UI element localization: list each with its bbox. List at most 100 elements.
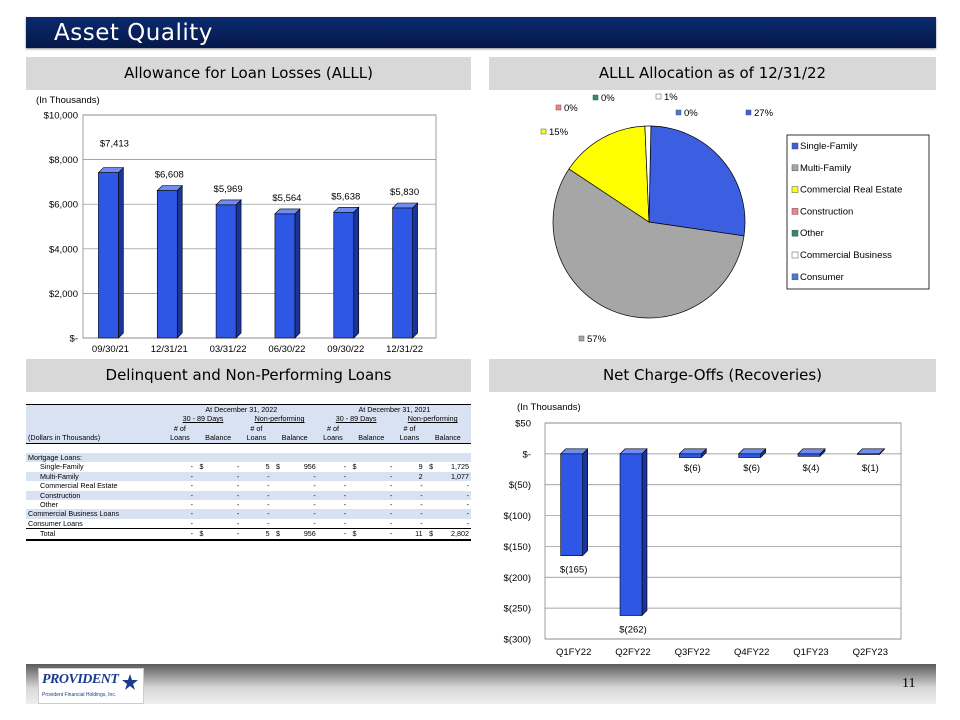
pie-slice [648, 125, 746, 237]
table-cell: - [343, 500, 347, 510]
bar-front [797, 453, 821, 457]
slice-label: 0% [601, 93, 615, 104]
legend-entry: Commercial Business [800, 250, 892, 261]
col-header [195, 423, 242, 434]
row-label: Commercial Real Estate [40, 481, 118, 491]
table-cell [425, 500, 438, 509]
blank-cell [424, 453, 438, 463]
units-note: (In Thousands) [517, 402, 581, 413]
slice-label: 15% [549, 127, 569, 138]
pie-slice [644, 125, 652, 223]
y-tick-label: $(50) [509, 480, 531, 491]
y-tick-label: $50 [515, 419, 531, 430]
x-tick-label: Q1FY22 [556, 647, 591, 658]
data-label: $5,969 [214, 184, 243, 195]
col-header: Loans [394, 433, 425, 444]
page-number: 11 [902, 676, 916, 691]
table-cell: - [236, 518, 240, 528]
table-cell: - [267, 500, 270, 510]
sub-header: 30 - 89 Days [317, 414, 395, 424]
table-cell: - [394, 490, 425, 501]
table-cell: - [207, 471, 242, 482]
table-cell: - [466, 481, 469, 491]
blank-cell [361, 443, 394, 453]
blank-cell [26, 423, 165, 434]
blank-cell [241, 453, 272, 463]
data-label: $5,638 [331, 191, 360, 202]
table-cell: - [284, 471, 318, 482]
blank-cell [394, 443, 424, 453]
table-cell: 2 [394, 471, 425, 482]
table-cell: - [236, 481, 240, 491]
y-tick-label: $- [70, 334, 78, 345]
label-key [675, 109, 682, 116]
table-cell [195, 519, 208, 529]
table-cell: - [360, 509, 395, 519]
blank-cell [26, 443, 165, 453]
legend-entry: Multi-Family [800, 163, 851, 174]
table-cell: 9 [418, 462, 423, 472]
table-cell: - [317, 490, 349, 501]
slice-label: 0% [564, 103, 578, 114]
row-label: Construction [26, 490, 165, 501]
table-cell: - [466, 518, 469, 528]
bar-top [619, 448, 648, 455]
row-label: Commercial Business Loans [26, 509, 165, 519]
slice-label: 0% [684, 108, 698, 119]
y-tick-label: $4,000 [49, 244, 78, 255]
table-col-top-row: # of # of # of # of [26, 423, 471, 434]
table-cell: - [389, 518, 393, 528]
bar-top [559, 448, 589, 455]
table-cell [272, 519, 285, 529]
bar-front [679, 453, 702, 458]
col-header [348, 423, 395, 434]
bar-side [118, 166, 124, 339]
table-cell: - [207, 509, 242, 519]
table-cell [195, 509, 208, 519]
bar-front [156, 190, 178, 339]
slice-label: 27% [754, 108, 774, 119]
table-cell: - [360, 490, 395, 501]
table-cell [272, 500, 285, 509]
legend-entry: Consumer [800, 272, 844, 283]
pie-slice [568, 125, 650, 223]
table-cell: - [241, 509, 272, 519]
bar-side [412, 202, 418, 339]
blank-cell [317, 453, 349, 463]
y-tick-label: $2,000 [49, 289, 78, 300]
col-header: Loans [241, 433, 272, 444]
slice-label: 1% [664, 92, 678, 103]
bar-front [560, 453, 583, 556]
col-header [424, 423, 471, 434]
logo-stars-icon [122, 674, 138, 690]
table-cell [195, 500, 208, 509]
total-cell: - [360, 528, 395, 541]
data-label: $(6) [684, 463, 701, 474]
sub-header: 30 - 89 Days [164, 414, 242, 424]
table-row: Other - - - - - - - - [26, 500, 471, 509]
x-tick-label: 06/30/22 [268, 344, 305, 355]
table-cell [348, 509, 361, 519]
data-label: $5,830 [390, 187, 419, 198]
row-label: Consumer Loans [28, 518, 83, 528]
row-header-label: (Dollars in Thousands) [26, 433, 165, 444]
table-cell: - [190, 500, 194, 510]
col-header: Balance [271, 433, 318, 444]
data-label: $(165) [560, 565, 587, 576]
bar-top [737, 448, 767, 455]
legend-swatch [791, 251, 799, 259]
table-cell: - [343, 481, 347, 491]
table-cell: - [317, 471, 349, 482]
data-label: $(6) [743, 463, 760, 474]
data-label: $(4) [803, 463, 820, 474]
x-tick-label: 12/31/21 [151, 344, 188, 355]
bar-side [641, 448, 648, 617]
net-chargeoffs-bar-chart: (In Thousands) $50 $- $(50) $(100) $(150) $(20… [504, 402, 902, 658]
blank-cell [195, 443, 208, 453]
row-label: Other [40, 500, 58, 510]
slide-title-bar: Asset Quality [26, 17, 936, 48]
table-cell: - [313, 518, 316, 528]
legend-swatch [791, 142, 799, 150]
data-label: $5,564 [272, 193, 301, 204]
bar [737, 448, 767, 459]
